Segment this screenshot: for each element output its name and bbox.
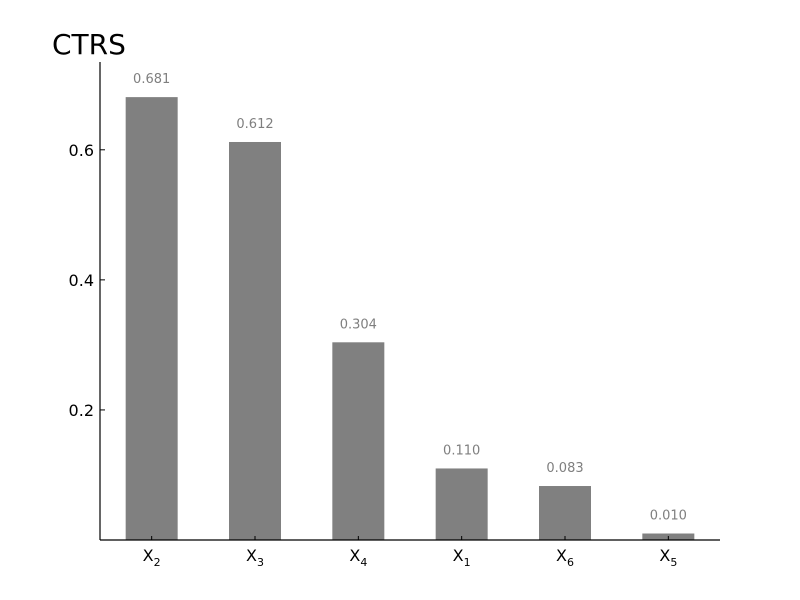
value-label-4: 0.083 (546, 461, 583, 476)
value-labels-layer: 0.681 0.612 0.304 0.110 0.083 0.010 (133, 72, 687, 523)
x-axis: X2 X3 X4 X1 X6 X5 (100, 536, 720, 569)
value-label-0: 0.681 (133, 72, 170, 87)
x-tick-label-5: X5 (659, 546, 677, 569)
bars-layer (125, 97, 695, 541)
value-label-2: 0.304 (340, 317, 377, 332)
x-tick-label-4: X6 (556, 546, 574, 569)
y-tick-label-2: 0.6 (69, 141, 94, 160)
x-tick-label-2: X4 (349, 546, 367, 569)
bar-1 (229, 141, 281, 541)
y-axis: 0.2 0.4 0.6 (69, 62, 105, 540)
y-tick-label-1: 0.4 (69, 271, 94, 290)
value-label-5: 0.010 (650, 509, 687, 524)
y-tick-label-0: 0.2 (69, 401, 94, 420)
bar-2 (332, 342, 385, 540)
x-tick-label-3: X1 (453, 546, 471, 569)
bar-3 (435, 468, 488, 540)
chart-title: CTRS (52, 28, 126, 61)
value-label-3: 0.110 (443, 443, 480, 458)
bar-0 (125, 97, 178, 541)
x-tick-label-1: X3 (246, 546, 264, 569)
x-tick-label-0: X2 (143, 546, 161, 569)
value-label-1: 0.612 (236, 117, 273, 132)
bar-4 (539, 486, 591, 540)
